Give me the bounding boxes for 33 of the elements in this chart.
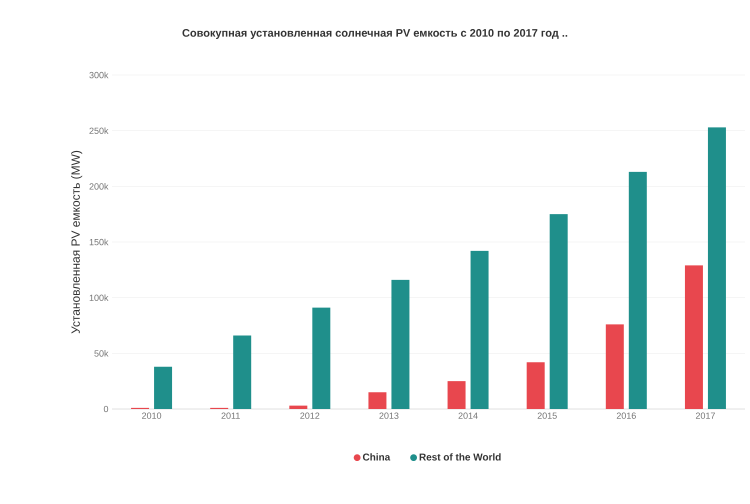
y-tick-label: 300k [89, 72, 108, 78]
x-tick-label: 2014 [458, 412, 478, 419]
bar [154, 366, 172, 409]
bar [289, 406, 308, 409]
bar [233, 336, 252, 409]
bar [312, 308, 330, 409]
chart-title: Совокупная установленная солнечная PV емкость с 2010 по 2017 год .. [182, 29, 568, 39]
bar [708, 127, 726, 409]
bar [368, 392, 386, 409]
bar [526, 362, 545, 409]
y-tick-label: 50k [94, 350, 108, 357]
bar [391, 280, 410, 409]
x-tick-label: 2010 [142, 412, 162, 419]
x-tick-label: 2015 [538, 412, 557, 419]
y-tick-label: 250k [89, 127, 108, 134]
x-tick-label: 2012 [300, 412, 320, 419]
y-tick-label: 0 [104, 406, 108, 412]
x-tick-label: 2016 [616, 412, 636, 419]
x-tick-label: 2013 [379, 412, 399, 419]
y-tick-label: 200k [89, 183, 108, 190]
x-tick-label: 2017 [696, 412, 715, 419]
legend-label: Rest of the World [420, 453, 501, 461]
bar [550, 214, 568, 409]
y-tick-label: 100k [90, 294, 108, 301]
x-tick-label: 2011 [222, 412, 240, 419]
bar [470, 250, 489, 409]
bar [606, 324, 624, 409]
y-tick-label: 150k [90, 238, 108, 246]
legend-label: China [362, 453, 390, 461]
bar [628, 172, 647, 409]
bar [448, 381, 466, 409]
y-axis-title: Установленная PV емкость (MW) [71, 150, 82, 334]
bar [684, 265, 703, 409]
